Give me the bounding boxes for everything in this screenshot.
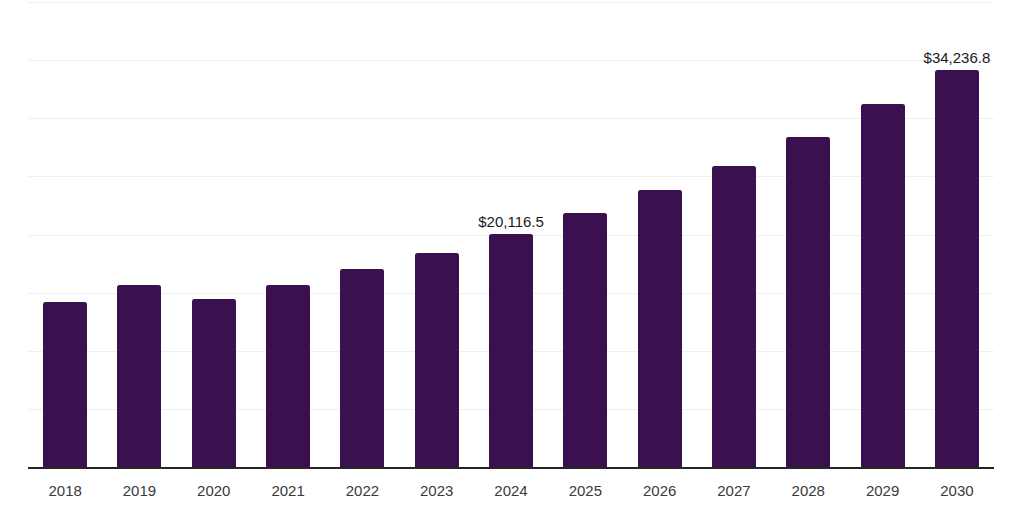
bar-group-2022: 2022	[325, 3, 399, 468]
bar-chart: 2018 2019 2020 2021 2022 2023	[0, 0, 1024, 512]
x-tick-2024: 2024	[474, 482, 548, 500]
x-tick-2025: 2025	[548, 482, 622, 500]
plot-area: 2018 2019 2020 2021 2022 2023	[28, 3, 994, 468]
value-label-2024: $20,116.5	[478, 213, 544, 230]
x-tick-2018: 2018	[28, 482, 102, 500]
x-tick-2020: 2020	[177, 482, 251, 500]
bars-row: 2018 2019 2020 2021 2022 2023	[28, 3, 994, 468]
bar-group-2030: $34,236.8 2030	[920, 3, 994, 468]
bar-group-2023: 2023	[400, 3, 474, 468]
bar-group-2024: $20,116.5 2024	[474, 3, 548, 468]
bar-group-2028: 2028	[771, 3, 845, 468]
x-tick-2030: 2030	[920, 482, 994, 500]
bar-2023	[415, 253, 459, 468]
x-tick-2027: 2027	[697, 482, 771, 500]
bar-2018	[43, 302, 87, 468]
x-tick-2023: 2023	[400, 482, 474, 500]
bar-2020	[192, 299, 236, 468]
bar-2030: $34,236.8	[935, 70, 979, 468]
x-tick-2028: 2028	[771, 482, 845, 500]
bar-2022	[340, 269, 384, 468]
bar-group-2029: 2029	[845, 3, 919, 468]
bar-group-2018: 2018	[28, 3, 102, 468]
bar-2024: $20,116.5	[489, 234, 533, 468]
x-tick-2021: 2021	[251, 482, 325, 500]
x-axis-line	[28, 467, 994, 469]
bar-group-2020: 2020	[177, 3, 251, 468]
bar-2021	[266, 285, 310, 468]
bar-group-2026: 2026	[623, 3, 697, 468]
bar-group-2025: 2025	[548, 3, 622, 468]
value-label-2030: $34,236.8	[924, 49, 991, 66]
bar-2025	[563, 213, 607, 468]
bar-2026	[638, 190, 682, 468]
bar-group-2021: 2021	[251, 3, 325, 468]
x-tick-2026: 2026	[623, 482, 697, 500]
bar-group-2027: 2027	[697, 3, 771, 468]
x-tick-2029: 2029	[845, 482, 919, 500]
bar-2029	[861, 104, 905, 468]
bar-2028	[786, 137, 830, 468]
bar-2019	[117, 285, 161, 468]
bar-2027	[712, 166, 756, 468]
x-tick-2019: 2019	[102, 482, 176, 500]
bar-group-2019: 2019	[102, 3, 176, 468]
x-tick-2022: 2022	[325, 482, 399, 500]
